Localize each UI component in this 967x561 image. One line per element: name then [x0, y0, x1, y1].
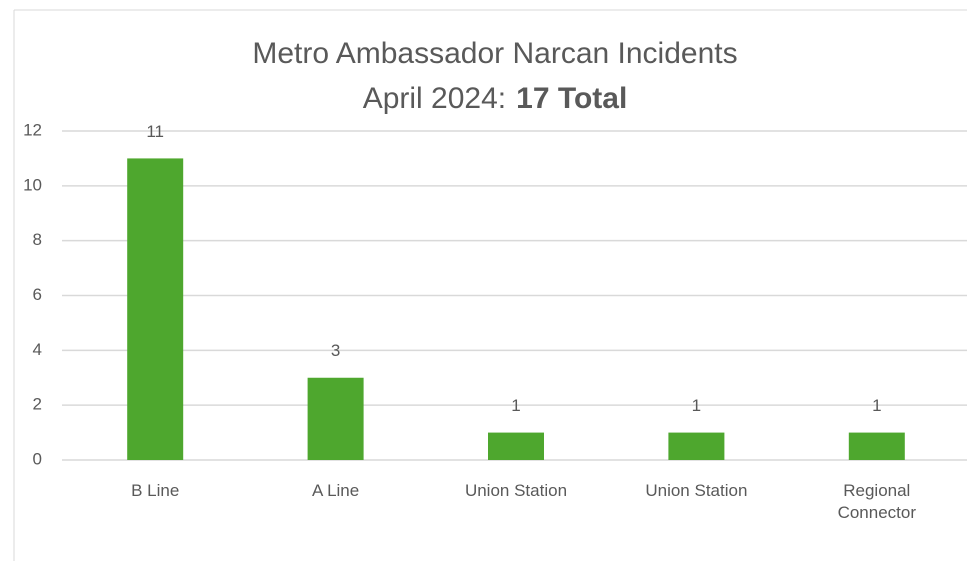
- subtitle: April 2024:: [363, 82, 506, 115]
- y-tick-label: 0: [33, 449, 42, 468]
- y-tick-label: 6: [33, 285, 42, 304]
- subtitle-emphasis: 17 Total: [516, 82, 627, 115]
- x-tick-label: Union Station: [464, 481, 568, 500]
- y-tick-label: 12: [23, 120, 42, 139]
- x-tick-label: B Line: [131, 481, 180, 500]
- y-tick-label: 8: [33, 230, 42, 249]
- bar: [127, 158, 184, 460]
- data-label: 3: [331, 341, 340, 360]
- data-label: 1: [692, 396, 701, 415]
- x-tick-label: A Line: [311, 481, 360, 500]
- x-tick-label: Union Station: [645, 481, 748, 500]
- bar: [488, 432, 544, 460]
- bar: [848, 432, 905, 460]
- data-label: 11: [146, 122, 164, 141]
- y-tick-label: 2: [33, 395, 42, 414]
- y-tick-label: 4: [33, 340, 42, 359]
- data-label: 1: [511, 396, 520, 415]
- bar: [668, 432, 725, 460]
- chart-subtitle: April 2024: 17 Total: [363, 82, 628, 115]
- y-tick-label: 10: [23, 175, 42, 194]
- data-label: 1: [872, 396, 881, 415]
- x-tick-label: Regional Connector: [837, 481, 917, 522]
- bar: [307, 377, 364, 460]
- chart-title: Metro Ambassador Narcan Incidents: [252, 37, 737, 70]
